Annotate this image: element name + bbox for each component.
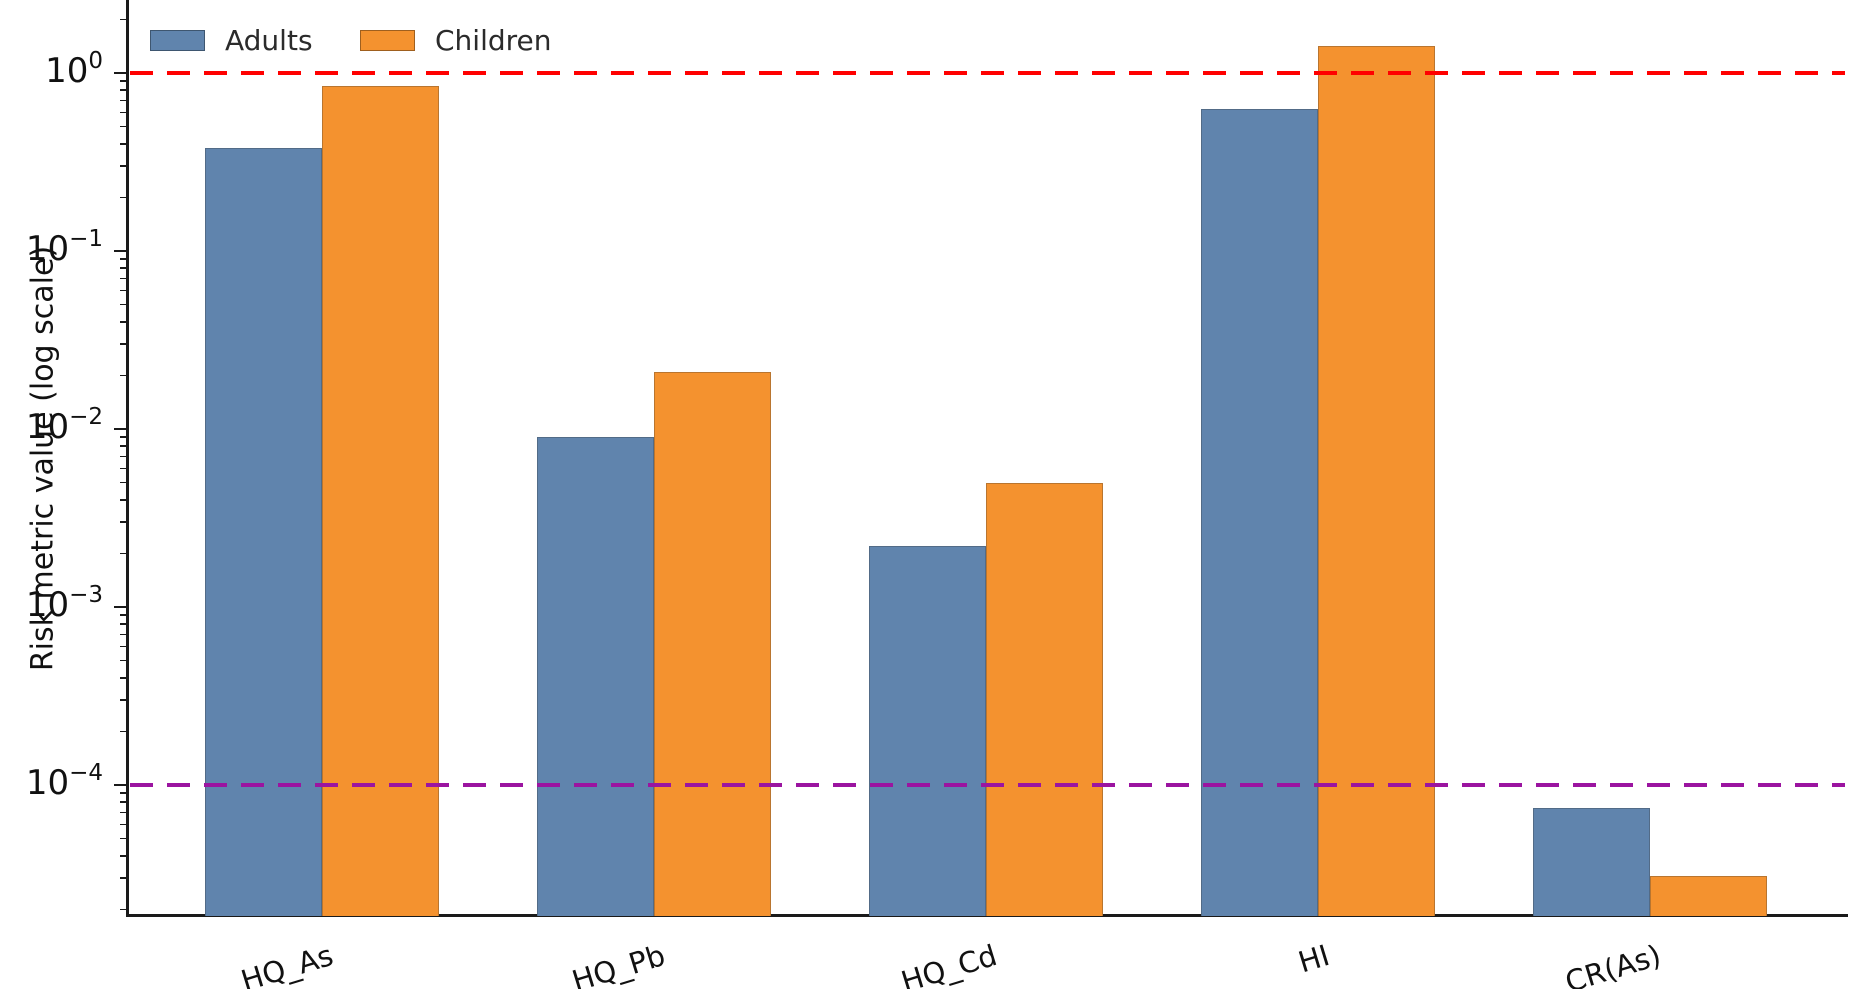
- y-minor-tick: [120, 801, 127, 804]
- y-minor-tick: [120, 277, 127, 280]
- bar-adults-HQ_Cd: [869, 546, 986, 916]
- y-tick-label: 10−4: [25, 759, 103, 803]
- y-minor-tick: [120, 908, 127, 911]
- y-minor-tick: [120, 792, 127, 794]
- x-tick-label-HQ_Pb: HQ_Pb: [568, 938, 669, 989]
- y-major-tick: [114, 605, 127, 609]
- x-tick-label-CR(As): CR(As): [1561, 938, 1665, 989]
- y-minor-tick: [120, 321, 127, 323]
- y-minor-tick: [120, 811, 127, 814]
- y-minor-tick: [120, 552, 127, 555]
- y-minor-tick: [120, 823, 127, 826]
- bar-children-HQ_As: [322, 85, 439, 916]
- x-tick-label-HQ_As: HQ_As: [237, 938, 337, 989]
- hazard-threshold-line: [130, 71, 1845, 75]
- y-minor-tick: [120, 99, 127, 102]
- y-tick-label: 10−2: [25, 403, 103, 447]
- bar-children-HQ_Pb: [654, 371, 771, 916]
- y-tick-label: 100: [45, 47, 103, 91]
- legend-label-children: Children: [435, 24, 552, 57]
- y-major-tick: [114, 783, 127, 787]
- y-minor-tick: [120, 614, 127, 616]
- y-minor-tick: [120, 645, 127, 648]
- y-minor-tick: [120, 837, 127, 840]
- bar-children-HI: [1318, 45, 1435, 916]
- y-minor-tick: [120, 18, 127, 21]
- y-minor-tick: [120, 165, 127, 167]
- y-minor-tick: [120, 730, 127, 733]
- y-minor-tick: [120, 521, 127, 523]
- y-minor-tick: [120, 623, 127, 626]
- y-minor-tick: [120, 659, 127, 662]
- legend-label-adults: Adults: [225, 24, 313, 57]
- bar-adults-HQ_Pb: [537, 437, 654, 916]
- y-minor-tick: [120, 877, 127, 879]
- y-major-tick: [114, 249, 127, 253]
- y-major-tick: [114, 427, 127, 431]
- y-minor-tick: [120, 374, 127, 377]
- y-tick-label: 10−3: [25, 581, 103, 625]
- bar-adults-CR(As): [1533, 808, 1650, 916]
- bar-children-CR(As): [1650, 875, 1767, 916]
- cancer-risk-threshold-line: [130, 783, 1845, 787]
- y-minor-tick: [120, 303, 127, 306]
- x-tick-label-HI: HI: [1293, 938, 1333, 980]
- bar-children-HQ_Cd: [986, 482, 1103, 916]
- y-tick-label: 10−1: [25, 225, 103, 269]
- y-minor-tick: [120, 455, 127, 458]
- y-minor-tick: [120, 89, 127, 92]
- y-minor-tick: [120, 125, 127, 128]
- y-minor-tick: [120, 143, 127, 145]
- legend-swatch-children: [360, 30, 415, 51]
- y-minor-tick: [120, 267, 127, 270]
- y-minor-tick: [120, 499, 127, 501]
- y-minor-tick: [120, 436, 127, 438]
- y-minor-tick: [120, 855, 127, 857]
- y-axis-spine: [126, 0, 129, 917]
- y-minor-tick: [120, 633, 127, 636]
- legend-swatch-adults: [150, 30, 205, 51]
- y-minor-tick: [120, 80, 127, 82]
- y-minor-tick: [120, 677, 127, 679]
- y-minor-tick: [120, 481, 127, 484]
- y-minor-tick: [120, 196, 127, 199]
- y-minor-tick: [120, 111, 127, 114]
- bar-adults-HI: [1201, 108, 1318, 916]
- y-major-tick: [114, 71, 127, 75]
- x-tick-label-HQ_Cd: HQ_Cd: [897, 938, 1001, 989]
- y-minor-tick: [120, 445, 127, 448]
- y-minor-tick: [120, 289, 127, 292]
- y-minor-tick: [120, 258, 127, 260]
- y-minor-tick: [120, 343, 127, 345]
- y-minor-tick: [120, 467, 127, 470]
- bar-adults-HQ_As: [205, 147, 322, 916]
- y-minor-tick: [120, 699, 127, 701]
